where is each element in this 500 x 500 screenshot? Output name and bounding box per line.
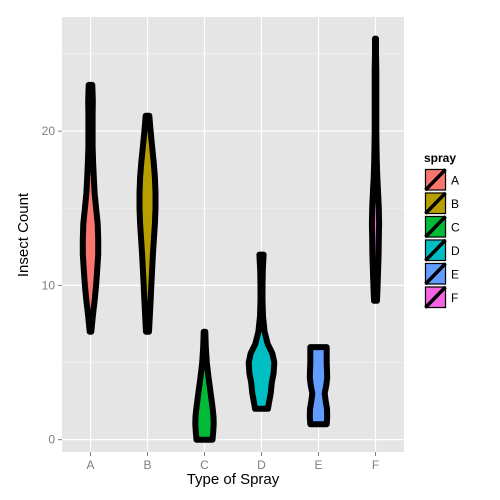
y-tick-label: 0 (48, 433, 55, 447)
minor-gridlines (62, 53, 404, 363)
violin-D (245, 251, 278, 412)
legend-item-B: B (423, 191, 459, 216)
x-tick-label: D (257, 458, 266, 472)
violin-F (368, 35, 383, 304)
legend-label: B (451, 197, 459, 211)
violin-A (79, 81, 102, 335)
x-axis-ticks: A B C D E F (86, 452, 379, 472)
x-tick-label: C (200, 458, 209, 472)
y-axis-ticks: 0 10 20 (42, 124, 62, 447)
legend-key-slash (424, 285, 447, 309)
legend-label: A (451, 173, 459, 187)
legend-label: C (451, 220, 460, 234)
legend-key-slash (424, 168, 447, 192)
legend-title: spray (424, 151, 456, 165)
legend-label: F (451, 291, 458, 305)
plot-background (62, 17, 404, 452)
y-tick-label: 10 (42, 278, 56, 292)
x-tick-label: A (86, 458, 94, 472)
x-axis-title: Type of Spray (187, 471, 280, 488)
violin-B (136, 112, 159, 335)
legend-key-slash (424, 238, 447, 262)
legend-key-slash (424, 191, 447, 215)
legend-key-slash (424, 262, 447, 286)
x-tick-label: E (314, 458, 322, 472)
violin-C (192, 328, 217, 443)
x-tick-label: B (143, 458, 151, 472)
legend-item-A: A (423, 167, 459, 192)
legend-item-D: D (423, 238, 460, 263)
legend-item-E: E (423, 261, 459, 286)
x-tick-label: F (372, 458, 379, 472)
legend-item-C: C (423, 214, 460, 239)
y-tick-label: 20 (42, 124, 56, 138)
legend-item-F: F (423, 285, 458, 310)
y-axis-title: Insect Count (15, 192, 32, 277)
violins (79, 35, 383, 443)
legend-key-slash (424, 215, 447, 239)
legend-label: D (451, 244, 460, 258)
legend-label: E (451, 267, 459, 281)
violin-E (306, 344, 331, 428)
